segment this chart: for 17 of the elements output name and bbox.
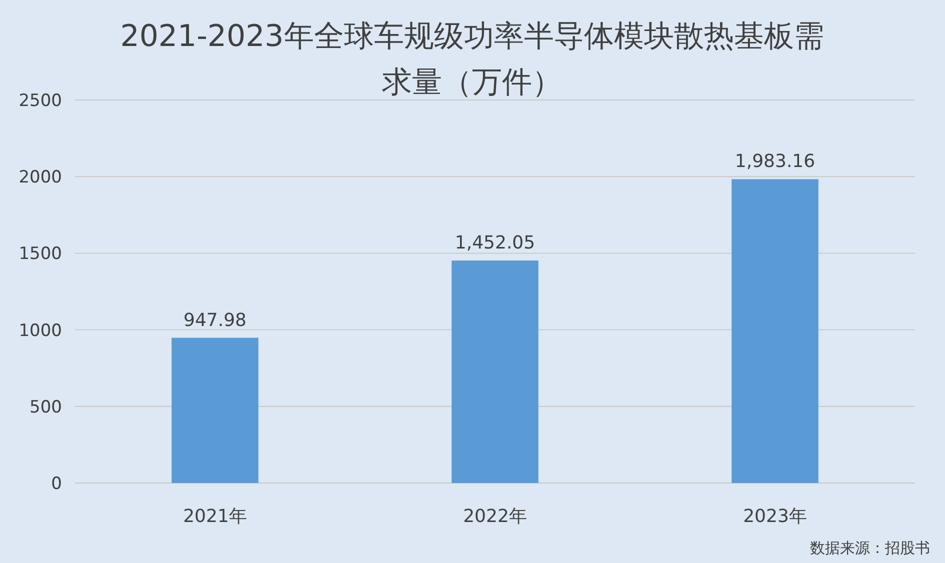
y-tick-label: 500 bbox=[30, 397, 62, 418]
y-tick-label: 2000 bbox=[18, 168, 62, 188]
y-tick-label: 0 bbox=[51, 474, 62, 494]
data-label: 1,983.16 bbox=[734, 151, 816, 172]
source-note: 数据来源：招股书 bbox=[810, 539, 930, 557]
y-tick-label: 2500 bbox=[18, 91, 62, 111]
y-tick-label: 1000 bbox=[18, 320, 62, 341]
bar bbox=[452, 260, 538, 483]
data-label: 947.98 bbox=[184, 310, 246, 331]
chart-title: 2021-2023年全球车规级功率半导体模块散热基板需求量（万件） bbox=[120, 19, 824, 100]
bar bbox=[172, 338, 258, 483]
y-tick-label: 1500 bbox=[18, 244, 62, 264]
x-tick-label: 2022年 bbox=[463, 506, 527, 527]
x-tick-label: 2021年 bbox=[183, 506, 247, 527]
data-label: 1,452.05 bbox=[454, 232, 536, 254]
bar bbox=[732, 179, 818, 483]
x-tick-label: 2023年 bbox=[743, 506, 807, 527]
